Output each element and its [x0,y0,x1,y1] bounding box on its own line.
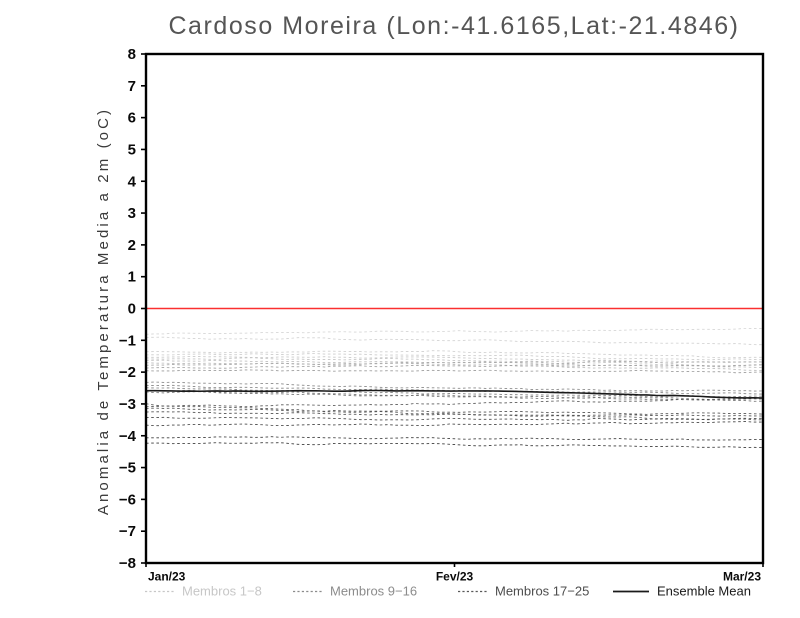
svg-text:−2: −2 [119,364,136,381]
svg-text:8: 8 [128,46,136,63]
svg-text:−5: −5 [119,460,136,477]
svg-text:Mar/23: Mar/23 [723,570,761,584]
svg-text:2: 2 [128,237,136,254]
svg-text:5: 5 [128,141,136,158]
svg-text:−4: −4 [119,428,137,445]
svg-text:Membros 1−8: Membros 1−8 [182,584,262,599]
svg-text:4: 4 [128,173,137,190]
svg-text:1: 1 [128,269,136,286]
svg-text:6: 6 [128,110,136,127]
svg-text:−6: −6 [119,491,136,508]
svg-text:−1: −1 [119,332,136,349]
svg-text:−3: −3 [119,396,136,413]
svg-text:Ensemble Mean: Ensemble Mean [657,584,751,599]
svg-text:Membros 9−16: Membros 9−16 [330,584,417,599]
svg-text:Jan/23: Jan/23 [148,570,186,584]
svg-text:Membros 17−25: Membros 17−25 [495,584,589,599]
svg-text:−8: −8 [119,555,136,572]
svg-text:Fev/23: Fev/23 [436,570,474,584]
svg-text:3: 3 [128,205,136,222]
svg-text:Anomalia de Temperatura Media: Anomalia de Temperatura Media a 2m (oC) [95,107,112,515]
svg-text:0: 0 [128,301,136,318]
svg-text:Cardoso Moreira (Lon:-41.6165,: Cardoso Moreira (Lon:-41.6165,Lat:-21.48… [168,12,739,40]
svg-text:−7: −7 [119,523,136,540]
svg-text:7: 7 [128,78,136,95]
